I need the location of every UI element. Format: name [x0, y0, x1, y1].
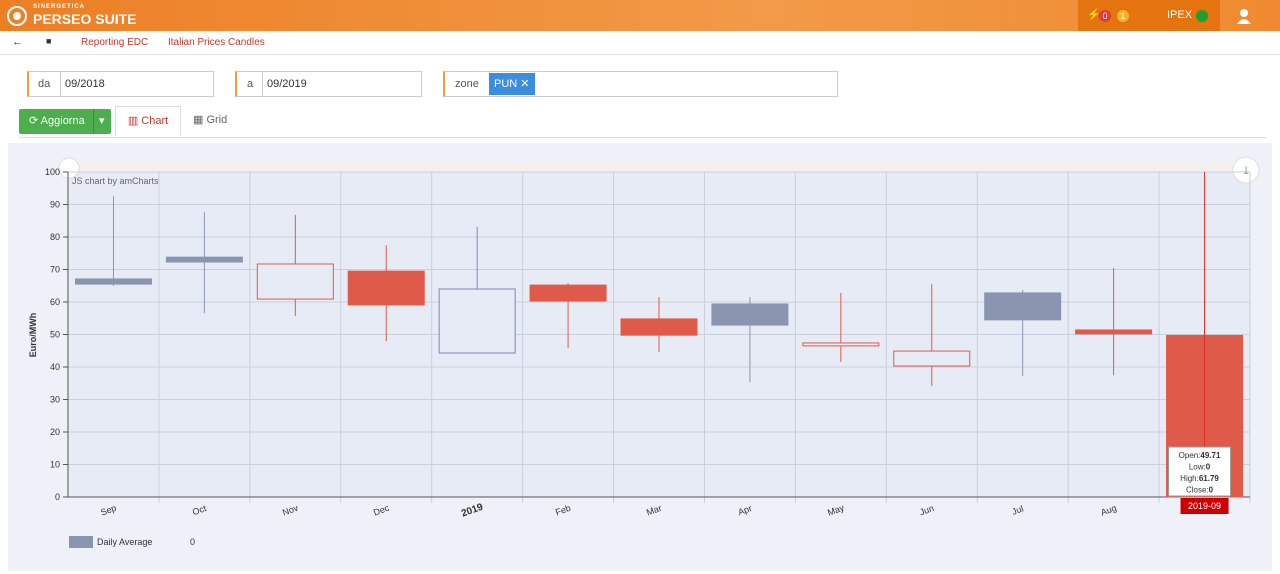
x-tick-label: Feb: [554, 503, 572, 518]
x-tick-label: Oct: [191, 503, 208, 517]
candle-body: [893, 350, 971, 367]
candle-body: [802, 342, 880, 347]
tooltip: [1168, 446, 1232, 497]
input[interactable]: 09/2019: [262, 72, 401, 96]
download-icon: ⤓: [1244, 165, 1249, 177]
cursor-label-bg: [1180, 498, 1229, 514]
label: a: [247, 78, 254, 90]
zone: PUN: [494, 78, 518, 90]
crumb[interactable]: Reporting EDC: [81, 37, 149, 48]
credit: JS chart by amCharts: [72, 176, 159, 186]
refresh-button[interactable]: ⟳ Aggiorna ▾: [19, 109, 111, 134]
brand-small: SINERGETICA: [33, 4, 86, 10]
to-field[interactable]: a 09/2019: [235, 71, 422, 97]
x-tick-label: Mar: [645, 503, 663, 518]
from-field[interactable]: da 09/2018: [27, 71, 214, 97]
y-axis-label: Euro/MWh: [28, 313, 38, 358]
candle-body: [74, 278, 152, 285]
tooltip-value: 61.79: [1199, 474, 1220, 483]
tooltip-line: Low:0: [1189, 463, 1211, 472]
y-tick-label: 0: [55, 492, 60, 502]
candle-body: [347, 270, 425, 306]
tab[interactable]: ▥ Chart: [115, 106, 181, 136]
candle-body: [529, 284, 607, 302]
divider: [19, 137, 1266, 138]
scrollbar[interactable]: [68, 164, 1250, 170]
tooltip-value: 0: [1209, 486, 1214, 495]
breadcrumb: ← ■ Reporting EDC Italian Prices Candles: [0, 31, 1280, 55]
candle-body: [1075, 329, 1153, 335]
y-tick-label: 60: [50, 297, 60, 307]
candle-body: [165, 256, 243, 263]
tab-label: Chart: [141, 115, 169, 127]
y-tick-label: 100: [45, 167, 60, 177]
candle-body: [438, 288, 516, 354]
candle-body: [256, 263, 334, 300]
brand: PERSEO SUITE: [33, 11, 137, 27]
y-tick-label: 20: [50, 427, 60, 437]
refresh-label: Aggiorna: [40, 115, 85, 127]
y-tick-label: 50: [50, 330, 60, 340]
tooltip-line: Open:49.71: [1179, 451, 1221, 460]
download-button[interactable]: [1232, 156, 1260, 184]
label: zone: [455, 78, 479, 90]
x-tick-label: Jun: [918, 503, 935, 517]
cursor-label: 2019-09: [1188, 501, 1221, 511]
y-tick-label: 70: [50, 265, 60, 275]
legend-swatch: [69, 536, 93, 548]
legend-value: 0: [190, 537, 195, 547]
y-tick-label: 10: [50, 460, 60, 470]
market[interactable]: IPEX: [1167, 9, 1193, 21]
x-tick-label: Jul: [1011, 504, 1025, 517]
candle-body: [620, 318, 698, 336]
alert-badge[interactable]: 0: [1099, 10, 1111, 22]
input[interactable]: 09/2018: [60, 72, 193, 96]
chart: ⤓ JS chart by amCharts Euro/MWh 0 10 20 30 4…: [8, 143, 1272, 571]
x-tick-label: Apr: [737, 503, 754, 517]
crumb[interactable]: Italian Prices Candles: [168, 37, 265, 48]
y-tick-label: 80: [50, 232, 60, 242]
home[interactable]: ■: [46, 36, 52, 46]
tab-label: Grid: [206, 114, 228, 126]
alert-badge[interactable]: 1: [1117, 10, 1129, 22]
y-tick-label: 30: [50, 395, 60, 405]
legend-label: Daily Average: [97, 537, 152, 547]
header: [0, 0, 1280, 31]
tooltip-value: 49.71: [1200, 451, 1221, 460]
tooltip-line: Close:0: [1186, 486, 1214, 495]
scroll-grip[interactable]: [58, 157, 80, 179]
zone-field[interactable]: zone PUN ✕: [443, 71, 838, 97]
logo: [7, 6, 27, 26]
tooltip-label: High:: [1180, 474, 1199, 483]
back[interactable]: ←: [12, 36, 23, 48]
y-tick-label: 90: [50, 200, 60, 210]
candle-body: [984, 292, 1062, 321]
tooltip-line: High:61.79: [1180, 474, 1219, 483]
zone-tag[interactable]: PUN ✕: [489, 73, 535, 95]
y-tick-label: 40: [50, 362, 60, 372]
user-icon[interactable]: [1236, 8, 1252, 24]
tab[interactable]: ▦ Grid: [193, 114, 228, 126]
bolt-icon: ⚡: [1087, 9, 1101, 21]
label: da: [38, 78, 51, 90]
tooltip-value: 0: [1206, 463, 1211, 472]
status-dot: [1196, 10, 1208, 22]
candle-body: [711, 303, 789, 326]
tooltip-label: Close:: [1186, 486, 1209, 495]
tooltip-label: Open:: [1179, 451, 1201, 460]
tooltip-label: Low:: [1189, 463, 1206, 472]
